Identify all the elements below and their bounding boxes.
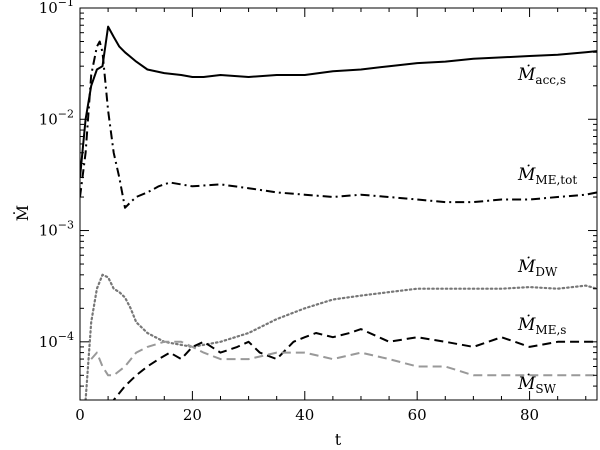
- series-label-sw: ṀSW: [517, 373, 557, 396]
- y-tick-label: 10−3: [39, 219, 74, 240]
- series-line-dw: [84, 273, 597, 400]
- series-labels: Ṁacc,s ṀME,tot ṀDW ṀME,s ṀSW: [517, 64, 577, 396]
- plot-frame: [79, 7, 598, 401]
- y-axis-label: Ṁ: [12, 205, 32, 221]
- x-tick-label: 0: [75, 406, 85, 424]
- series-label-dw: ṀDW: [517, 256, 558, 279]
- x-tick-label: 40: [295, 406, 314, 424]
- series-label-acc-s: Ṁacc,s: [517, 64, 566, 87]
- axes-frame: [79, 7, 598, 401]
- y-tick-label: 10−2: [39, 107, 74, 128]
- x-tick-label: 60: [408, 406, 427, 424]
- x-axis-label: t: [335, 430, 342, 449]
- series-label-me-s: ṀME,s: [517, 314, 566, 337]
- series-layer: [80, 25, 597, 400]
- y-tick-label: 10−4: [39, 330, 74, 351]
- tick-layer: 0 20 40 60 80 10−4 10−3 10−2 10−1: [39, 0, 597, 424]
- series-line-me-tot: [80, 40, 597, 209]
- series-line-me-s: [112, 328, 597, 400]
- series-line-acc-s: [80, 25, 597, 178]
- series-line-sw: [90, 340, 597, 377]
- x-tick-label: 80: [520, 406, 539, 424]
- x-tick-label: 20: [183, 406, 202, 424]
- series-label-me-tot: ṀME,tot: [517, 164, 577, 187]
- y-tick-label: 10−1: [39, 0, 74, 17]
